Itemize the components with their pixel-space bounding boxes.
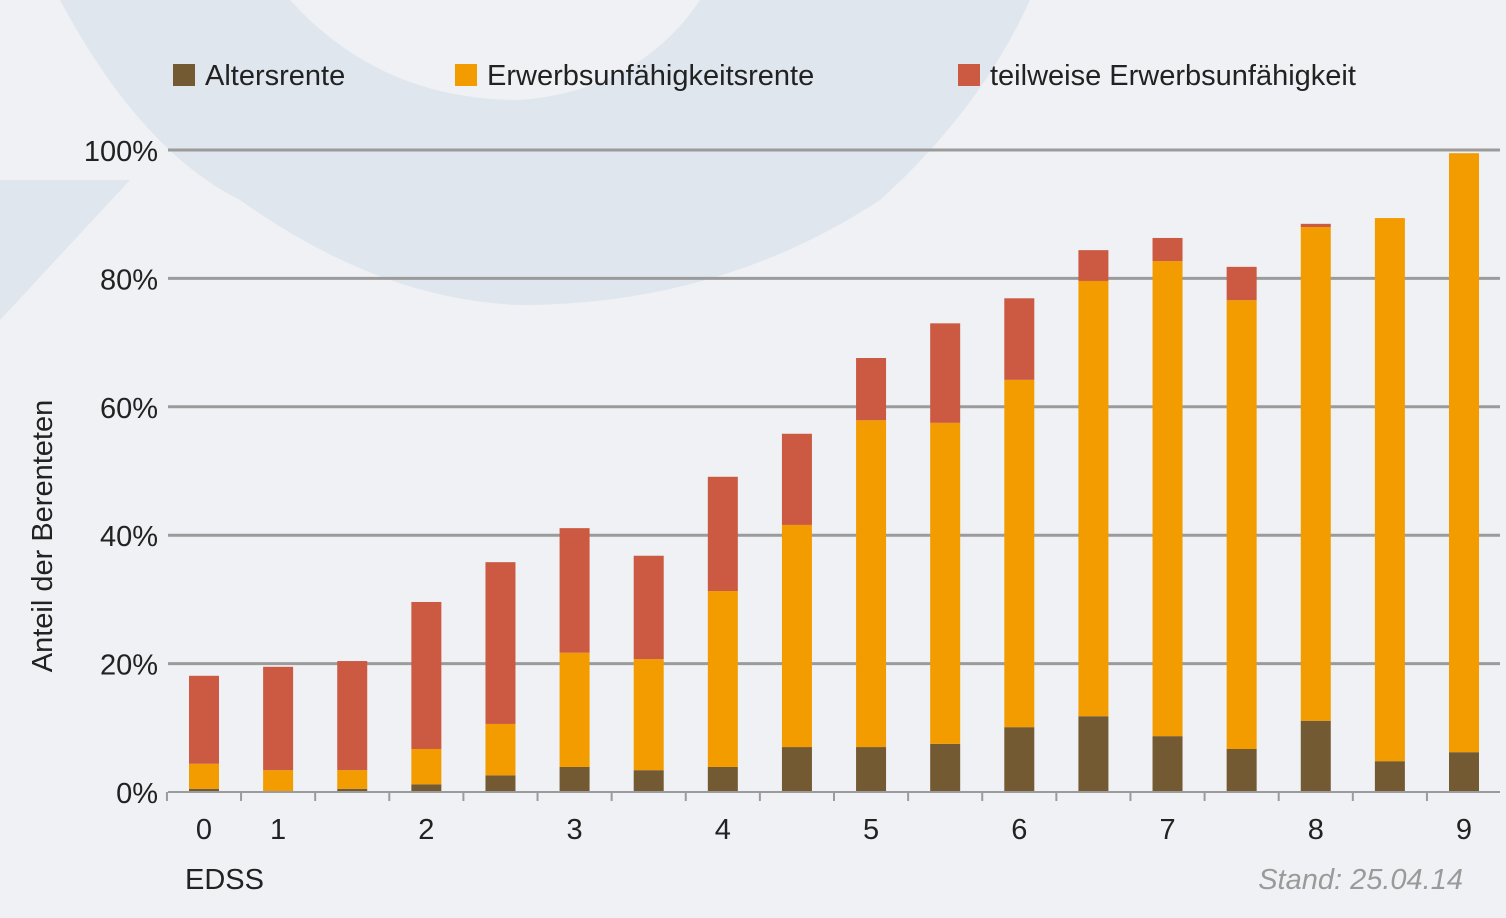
bar-segment [930, 323, 961, 423]
bar-segment [411, 601, 442, 749]
bar-segment [1226, 266, 1257, 301]
date-annotation: Stand: 25.04.14 [1258, 864, 1463, 896]
y-tick-label: 60% [100, 393, 158, 425]
bar-segment [485, 723, 516, 776]
bar-segment [1152, 736, 1183, 792]
bar-segment [930, 422, 961, 744]
y-tick-label: 80% [100, 264, 158, 296]
x-tick-label: 2 [418, 814, 434, 846]
bar-segment [559, 652, 590, 767]
legend-label: teilweise Erwerbsunfähigkeit [990, 60, 1356, 92]
bar-segment [781, 524, 812, 748]
bar-segment [411, 748, 442, 785]
bar-segment [633, 659, 664, 771]
y-tick-label: 100% [84, 136, 158, 168]
bar-segment [1078, 280, 1109, 717]
bar-segment [1374, 218, 1405, 762]
bar-segment [1300, 720, 1331, 792]
bar-segment [1152, 237, 1183, 262]
legend-label: Erwerbsunfähigkeitsrente [487, 60, 814, 92]
bar-segment [485, 775, 516, 792]
bar-segment [856, 420, 887, 748]
bar-segment [1004, 727, 1035, 792]
bar-segment [633, 555, 664, 660]
bar-segment [1152, 261, 1183, 737]
bar-segment [485, 562, 516, 724]
x-tick-label: 8 [1308, 814, 1324, 846]
bar-segment [1300, 227, 1331, 721]
bar-segment [189, 788, 219, 792]
bar-segment [411, 784, 442, 792]
bar-segment [1449, 153, 1479, 753]
bar-segment [1449, 752, 1479, 792]
bar-segment [1300, 223, 1331, 228]
bar-segment [707, 591, 738, 767]
x-tick-label: 1 [270, 814, 286, 846]
bar-segment [263, 770, 294, 792]
bar-segment [263, 666, 294, 771]
bar-segment [707, 766, 738, 792]
bar-segment [1374, 761, 1405, 792]
bar-segment [559, 528, 590, 653]
x-tick-label: 3 [567, 814, 583, 846]
bar-segment [1226, 748, 1257, 792]
bar-segment [337, 788, 368, 792]
bar-segment [707, 476, 738, 592]
x-tick-label: 5 [863, 814, 879, 846]
bar-segment [856, 747, 887, 792]
bar-segment [189, 763, 219, 789]
bar-segment [930, 743, 961, 792]
bar-segment [781, 433, 812, 525]
bar-segment [559, 766, 590, 792]
y-tick-label: 40% [100, 521, 158, 553]
x-tick-label: 9 [1456, 814, 1472, 846]
bar-segment [633, 770, 664, 792]
bar-segment [1078, 250, 1109, 281]
bar-segment [856, 358, 887, 421]
bar-segment [189, 675, 219, 764]
bar-segment [1004, 379, 1035, 728]
x-tick-label: 6 [1011, 814, 1027, 846]
y-tick-label: 0% [116, 778, 158, 810]
legend-label: Altersrente [205, 60, 345, 92]
bar-segment [781, 747, 812, 792]
legend-swatch [958, 64, 980, 86]
y-axis-label: Anteil der Berenteten [27, 400, 59, 672]
bar-segment [337, 770, 368, 789]
x-tick-label: 7 [1159, 814, 1175, 846]
x-tick-label: 4 [715, 814, 731, 846]
x-tick-label: 0 [196, 814, 212, 846]
bar-segment [1078, 716, 1109, 792]
x-axis-label: EDSS [185, 864, 264, 896]
legend-swatch [173, 64, 195, 86]
legend-swatch [455, 64, 477, 86]
bar-segment [1004, 298, 1035, 380]
bar-segment [337, 661, 368, 771]
y-tick-label: 20% [100, 650, 158, 682]
background-decoration [0, 0, 1030, 320]
bar-segment [1226, 300, 1257, 749]
